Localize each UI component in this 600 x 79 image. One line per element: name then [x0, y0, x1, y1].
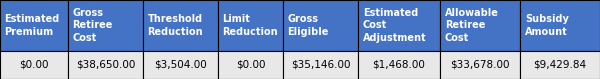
Bar	[520, 0, 600, 51]
Text: $38,650.00: $38,650.00	[76, 60, 135, 70]
Text: $3,504.00: $3,504.00	[154, 60, 207, 70]
Text: Gross
Eligible: Gross Eligible	[287, 14, 329, 37]
Text: $33,678.00: $33,678.00	[450, 60, 510, 70]
Bar	[0, 51, 68, 79]
Text: $1,468.00: $1,468.00	[373, 60, 425, 70]
Bar	[520, 51, 600, 79]
Text: $35,146.00: $35,146.00	[291, 60, 350, 70]
Bar	[358, 51, 440, 79]
Text: Estimated
Premium: Estimated Premium	[4, 14, 59, 37]
Bar	[68, 0, 143, 51]
Text: Threshold
Reduction: Threshold Reduction	[148, 14, 203, 37]
Bar	[358, 0, 440, 51]
Text: Limit
Reduction: Limit Reduction	[222, 14, 278, 37]
Bar	[143, 0, 218, 51]
Bar	[68, 51, 143, 79]
Bar	[218, 51, 283, 79]
Text: Subsidy
Amount: Subsidy Amount	[525, 14, 569, 37]
Text: Allowable
Retiree
Cost: Allowable Retiree Cost	[445, 8, 499, 43]
Text: $0.00: $0.00	[19, 60, 49, 70]
Text: $9,429.84: $9,429.84	[533, 60, 587, 70]
Bar	[440, 0, 520, 51]
Bar	[440, 51, 520, 79]
Bar	[143, 51, 218, 79]
Bar	[0, 0, 68, 51]
Bar	[283, 0, 358, 51]
Bar	[283, 51, 358, 79]
Text: Gross
Retiree
Cost: Gross Retiree Cost	[73, 8, 113, 43]
Text: $0.00: $0.00	[236, 60, 265, 70]
Bar	[218, 0, 283, 51]
Text: Estimated
Cost
Adjustment: Estimated Cost Adjustment	[363, 8, 427, 43]
